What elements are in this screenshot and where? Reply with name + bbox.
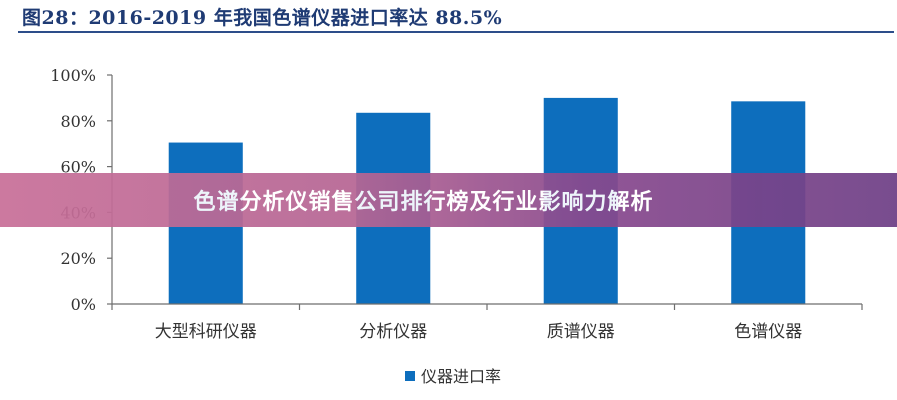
y-tick-label: 20% (60, 249, 96, 268)
y-tick-label: 80% (60, 112, 96, 131)
x-tick-label: 质谱仪器 (547, 322, 615, 342)
figure-title: 图28：2016-2019 年我国色谱仪器进口率达 88.5% (22, 7, 503, 29)
y-tick-label: 100% (50, 66, 96, 85)
y-tick-label: 60% (60, 158, 96, 177)
banner-text: 色谱分析仪销售公司排行榜及行业影响力解析 (193, 190, 654, 215)
legend-swatch (405, 371, 415, 381)
y-tick-label: 0% (71, 295, 96, 314)
overlay-banner: 色谱分析仪销售公司排行榜及行业影响力解析 (0, 173, 897, 227)
legend-label: 仪器进口率 (421, 367, 501, 386)
title-divider (18, 31, 894, 33)
x-tick-label: 色谱仪器 (734, 322, 802, 342)
x-tick-label: 大型科研仪器 (155, 322, 257, 342)
x-tick-label: 分析仪器 (359, 322, 427, 342)
